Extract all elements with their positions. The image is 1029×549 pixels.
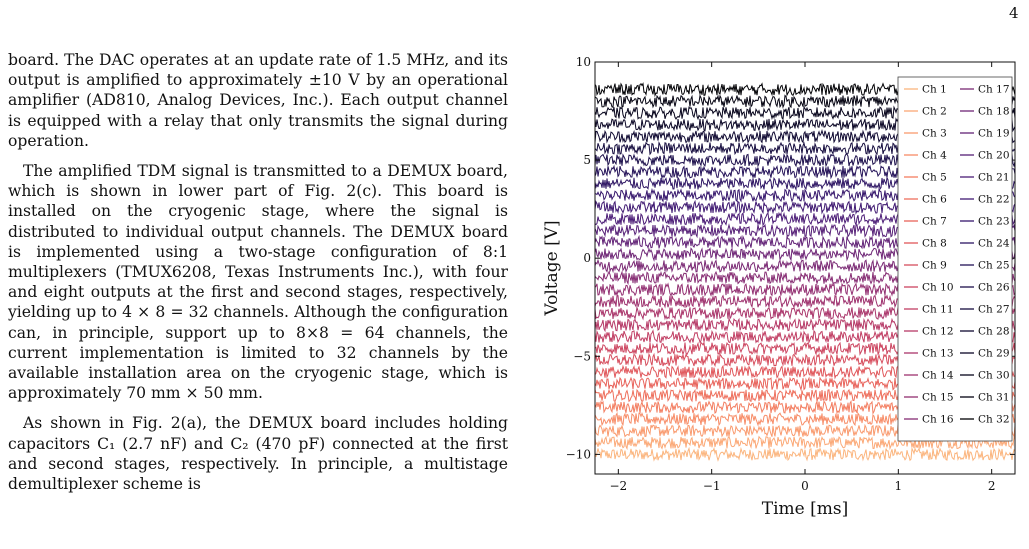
legend-label: Ch 27 (978, 304, 1010, 316)
legend-label: Ch 18 (978, 106, 1010, 118)
legend-label: Ch 16 (922, 414, 954, 426)
paragraph: board. The DAC operates at an update rat… (8, 51, 508, 150)
legend-label: Ch 13 (922, 348, 954, 360)
voltage-traces-figure: −2 −1 0 1 2 −10 −5 0 5 10 Time [ms] Voltage [V] Ch … (520, 52, 1020, 532)
legend-label: Ch 22 (978, 194, 1010, 206)
y-tick-label: −10 (566, 447, 591, 461)
legend-label: Ch 28 (978, 326, 1010, 338)
x-tick-label: −2 (609, 479, 627, 493)
legend-label: Ch 14 (922, 370, 954, 382)
legend-label: Ch 10 (922, 282, 954, 294)
legend-label: Ch 20 (978, 150, 1010, 162)
legend: Ch 1 Ch 2 Ch 3 Ch 4 Ch 5 Ch 6 Ch 7 Ch 8 Ch 9 Ch 1… (897, 76, 1013, 442)
legend-label: Ch 31 (978, 392, 1010, 404)
x-tick-label: 1 (895, 479, 903, 493)
y-axis-label: Voltage [V] (542, 220, 562, 316)
legend-label: Ch 19 (978, 128, 1010, 140)
legend-label: Ch 4 (922, 150, 947, 162)
legend-label: Ch 2 (922, 106, 947, 118)
paragraph: As shown in Fig. 2(a), the DEMUX board i… (8, 414, 508, 494)
y-tick-label: 10 (576, 55, 591, 69)
legend-label: Ch 7 (922, 216, 947, 228)
legend-label: Ch 9 (922, 260, 947, 272)
body-text: board. The DAC operates at an update rat… (8, 50, 508, 504)
legend-label: Ch 3 (922, 128, 947, 140)
legend-label: Ch 32 (978, 414, 1010, 426)
x-tick-label: −1 (703, 479, 721, 493)
legend-label: Ch 6 (922, 194, 947, 206)
legend-label: Ch 24 (978, 238, 1010, 250)
legend-label: Ch 1 (922, 84, 947, 96)
legend-label: Ch 8 (922, 238, 947, 250)
x-axis-label: Time [ms] (762, 499, 848, 519)
y-tick-label: 0 (583, 251, 591, 265)
legend-label: Ch 21 (978, 172, 1010, 184)
legend-label: Ch 25 (978, 260, 1010, 272)
legend-label: Ch 26 (978, 282, 1010, 294)
legend-label: Ch 5 (922, 172, 947, 184)
legend-label: Ch 29 (978, 348, 1010, 360)
x-tick-label: 0 (801, 479, 809, 493)
x-tick-label: 2 (988, 479, 996, 493)
legend-label: Ch 15 (922, 392, 954, 404)
legend-box (897, 76, 1013, 442)
paragraph: The amplified TDM signal is transmitted … (8, 162, 508, 403)
legend-label: Ch 12 (922, 326, 954, 338)
y-tick-label: 5 (583, 153, 591, 167)
y-tick-label: −5 (573, 349, 591, 363)
legend-label: Ch 23 (978, 216, 1010, 228)
page-number: 4 (1009, 4, 1019, 22)
legend-label: Ch 30 (978, 370, 1010, 382)
legend-label: Ch 17 (978, 84, 1010, 96)
trace-ch-1 (594, 446, 1016, 462)
legend-label: Ch 11 (922, 304, 954, 316)
